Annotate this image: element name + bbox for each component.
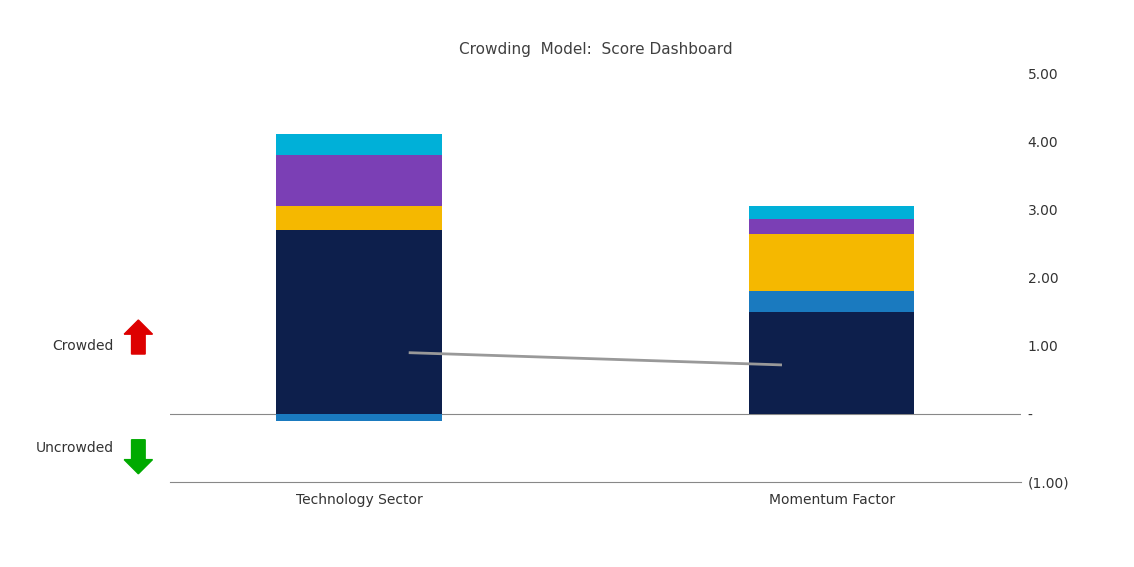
Bar <box>277 134 442 155</box>
Bar <box>277 206 442 230</box>
Bar <box>277 230 442 414</box>
Bar <box>748 234 914 291</box>
Bar <box>748 219 914 234</box>
Bar <box>748 291 914 312</box>
Text: Uncrowded: Uncrowded <box>35 441 113 455</box>
Text: Crowded: Crowded <box>52 339 113 353</box>
Title: Crowding  Model:  Score Dashboard: Crowding Model: Score Dashboard <box>458 43 733 57</box>
Bar <box>748 206 914 219</box>
Bar <box>748 312 914 414</box>
Bar <box>277 155 442 206</box>
Bar <box>277 414 442 421</box>
